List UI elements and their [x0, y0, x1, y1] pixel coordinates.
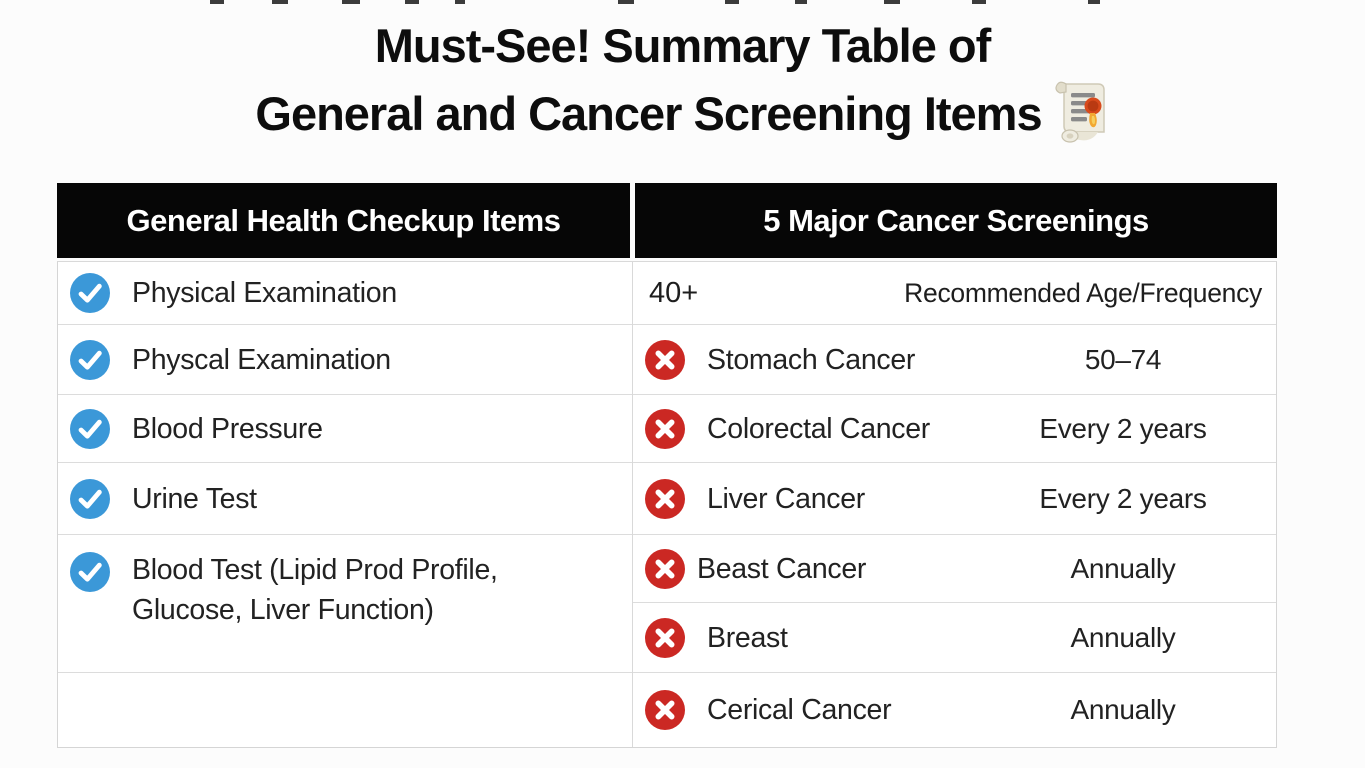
screening-name-label: Colorectal Cancer: [707, 412, 930, 445]
cross-icon: [645, 690, 685, 730]
screening-frequency-value: Every 2 years: [1039, 482, 1207, 514]
header-cancer-screenings: 5 Major Cancer Screenings: [635, 183, 1277, 258]
table-row: Colorectal Cancer Every 2 years: [633, 395, 1276, 463]
screening-name-label: Stomach Cancer: [707, 343, 916, 376]
table-row: Physcal Examination: [58, 325, 632, 395]
table-row: Blood Test (Lipid Prod Profile, Glucose,…: [58, 535, 632, 673]
column-cancer-screenings: 40+ Recommended Age/Frequency Stomach Ca…: [633, 262, 1276, 747]
table-header-row: General Health Checkup Items 5 Major Can…: [57, 183, 1277, 258]
table-row: Blood Pressure: [58, 395, 632, 463]
screening-frequency-value: Annually: [1070, 621, 1176, 653]
page-title-line2: General and Cancer Screening Items: [0, 76, 1365, 160]
table-row: Beast Cancer Annually: [633, 535, 1276, 603]
checkup-item-label: Urine Test: [132, 482, 257, 515]
checkup-item-label: Physical Examination: [132, 277, 397, 309]
screening-name-label: Beast Cancer: [697, 552, 867, 585]
screening-frequency-value: Annually: [1070, 694, 1176, 725]
table-row: Cerical Cancer Annually: [633, 673, 1276, 747]
screening-name-label: Cerical Cancer: [707, 694, 892, 726]
cross-icon: [645, 478, 685, 519]
recommended-age-value: 40+: [649, 276, 699, 309]
screening-name-label: Liver Cancer: [707, 482, 865, 515]
page-title-line1: Must-See! Summary Table of: [374, 19, 992, 72]
cross-icon: [645, 617, 685, 658]
cross-icon: [645, 408, 685, 449]
column-general-checkup: Physical Examination Physcal Examination…: [58, 262, 633, 747]
header-general-checkup: General Health Checkup Items: [57, 183, 630, 258]
cross-icon: [645, 339, 685, 380]
page-title-line2-text: General and Cancer Screening Items: [255, 87, 1042, 140]
page-title: Must-See! Summary Table of General and C…: [0, 16, 1365, 160]
table-row: Physical Examination: [58, 262, 632, 325]
screening-frequency-value: Every 2 years: [1039, 412, 1207, 444]
checkup-item-label: Physcal Examination: [132, 343, 391, 376]
screening-frequency-value: Annually: [1070, 552, 1176, 584]
check-icon: [70, 408, 110, 449]
table-row-empty: [58, 673, 632, 747]
table-body: Physical Examination Physcal Examination…: [57, 261, 1277, 748]
checkup-item-label: Blood Pressure: [132, 412, 323, 445]
cross-icon: [645, 548, 685, 589]
table-row: Liver Cancer Every 2 years: [633, 463, 1276, 535]
age-frequency-column-label: Recommended Age/Frequency: [904, 277, 1262, 308]
checkup-item-label: Blood Test (Lipid Prod Profile, Glucose,…: [132, 554, 498, 626]
scroll-emoji-icon: [1052, 81, 1110, 156]
table-row-age-frequency: 40+ Recommended Age/Frequency: [633, 262, 1276, 325]
check-icon: [70, 552, 110, 592]
table-row: Breast Annually: [633, 603, 1276, 673]
screening-frequency-value: 50–74: [1084, 343, 1162, 375]
check-icon: [70, 273, 110, 313]
screening-name-label: Breast: [707, 621, 788, 654]
screening-summary-table: General Health Checkup Items 5 Major Can…: [57, 183, 1277, 748]
table-row: Urine Test: [58, 463, 632, 535]
table-row: Stomach Cancer 50–74: [633, 325, 1276, 395]
check-icon: [70, 478, 110, 519]
check-icon: [70, 339, 110, 380]
